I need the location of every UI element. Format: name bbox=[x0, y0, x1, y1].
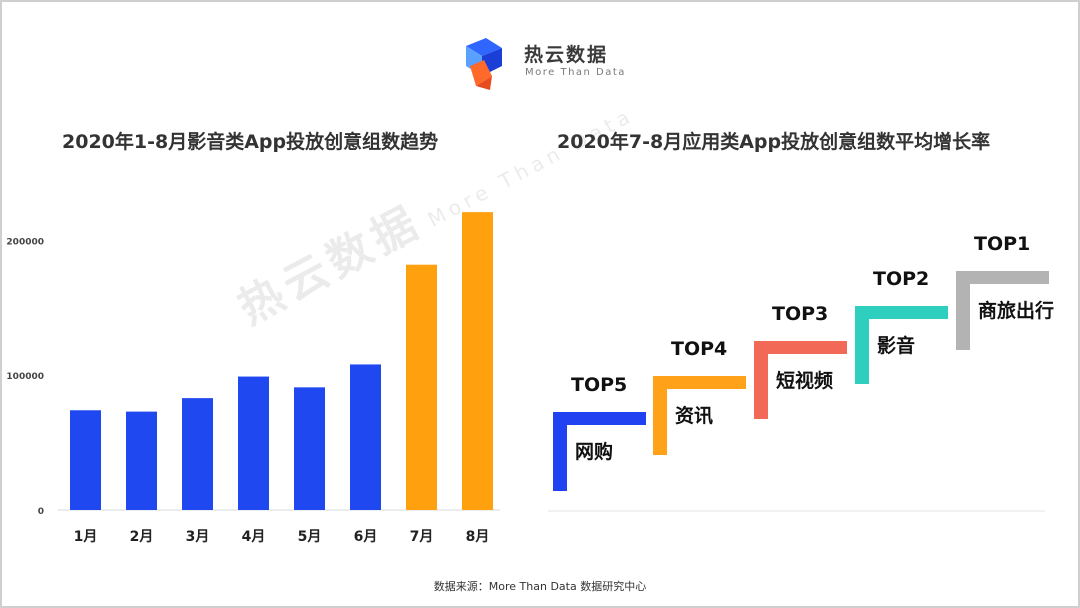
step-horizontal-bar bbox=[553, 412, 646, 425]
bar-1月 bbox=[70, 410, 101, 510]
rank-category: 短视频 bbox=[776, 369, 833, 392]
x-tick-label: 2月 bbox=[130, 529, 154, 545]
rank-step-top4: TOP4 资讯 bbox=[653, 338, 746, 455]
left-chart-title: 2020年1-8月影音类App投放创意组数趋势 bbox=[62, 131, 439, 153]
rank-label: TOP2 bbox=[873, 268, 929, 290]
brand-logo: 热云数据 More Than Data bbox=[462, 36, 632, 92]
rank-category: 商旅出行 bbox=[978, 299, 1054, 322]
bar-4月 bbox=[238, 376, 269, 510]
rank-step-top2: TOP2 影音 bbox=[855, 268, 948, 384]
step-horizontal-bar bbox=[754, 341, 847, 354]
step-vertical-bar bbox=[956, 271, 970, 350]
step-vertical-bar bbox=[855, 306, 869, 384]
rank-step-top3: TOP3 短视频 bbox=[754, 303, 847, 419]
rank-label: TOP5 bbox=[571, 374, 627, 396]
x-tick-label: 3月 bbox=[186, 529, 210, 545]
rank-label: TOP3 bbox=[772, 303, 828, 325]
bar-6月 bbox=[350, 364, 381, 510]
step-horizontal-bar bbox=[653, 376, 746, 389]
x-tick-label: 5月 bbox=[298, 529, 322, 545]
bar-3月 bbox=[182, 398, 213, 510]
y-tick-label: 100000 bbox=[6, 372, 44, 382]
step-vertical-bar bbox=[754, 341, 768, 419]
step-horizontal-bar bbox=[956, 271, 1049, 284]
rank-step-top5: TOP5 网购 bbox=[553, 374, 646, 491]
brand-cube-icon bbox=[466, 38, 502, 90]
source-note: 数据来源：More Than Data 数据研究中心 bbox=[433, 580, 647, 593]
bar-7月 bbox=[406, 264, 437, 510]
y-tick-label: 0 bbox=[38, 507, 44, 517]
rank-category: 影音 bbox=[877, 334, 915, 357]
step-horizontal-bar bbox=[855, 306, 948, 319]
right-chart-title: 2020年7-8月应用类App投放创意组数平均增长率 bbox=[557, 131, 991, 153]
x-tick-label: 8月 bbox=[466, 529, 490, 545]
bar-8月 bbox=[462, 212, 493, 510]
brand-name: 热云数据 bbox=[524, 44, 609, 66]
brand-tagline: More Than Data bbox=[525, 67, 626, 78]
step-vertical-bar bbox=[553, 412, 567, 491]
step-vertical-bar bbox=[653, 376, 667, 455]
bar-5月 bbox=[294, 387, 325, 510]
rank-step-top1: TOP1 商旅出行 bbox=[956, 233, 1054, 350]
rank-label: TOP4 bbox=[671, 338, 727, 360]
y-tick-label: 200000 bbox=[6, 237, 44, 247]
rank-category: 网购 bbox=[575, 440, 613, 463]
bar-2月 bbox=[126, 411, 157, 510]
rank-category: 资讯 bbox=[675, 404, 713, 427]
x-tick-label: 1月 bbox=[74, 529, 98, 545]
x-tick-label: 6月 bbox=[354, 529, 378, 545]
x-tick-label: 7月 bbox=[410, 529, 434, 545]
x-tick-label: 4月 bbox=[242, 529, 266, 545]
rank-label: TOP1 bbox=[974, 233, 1030, 255]
